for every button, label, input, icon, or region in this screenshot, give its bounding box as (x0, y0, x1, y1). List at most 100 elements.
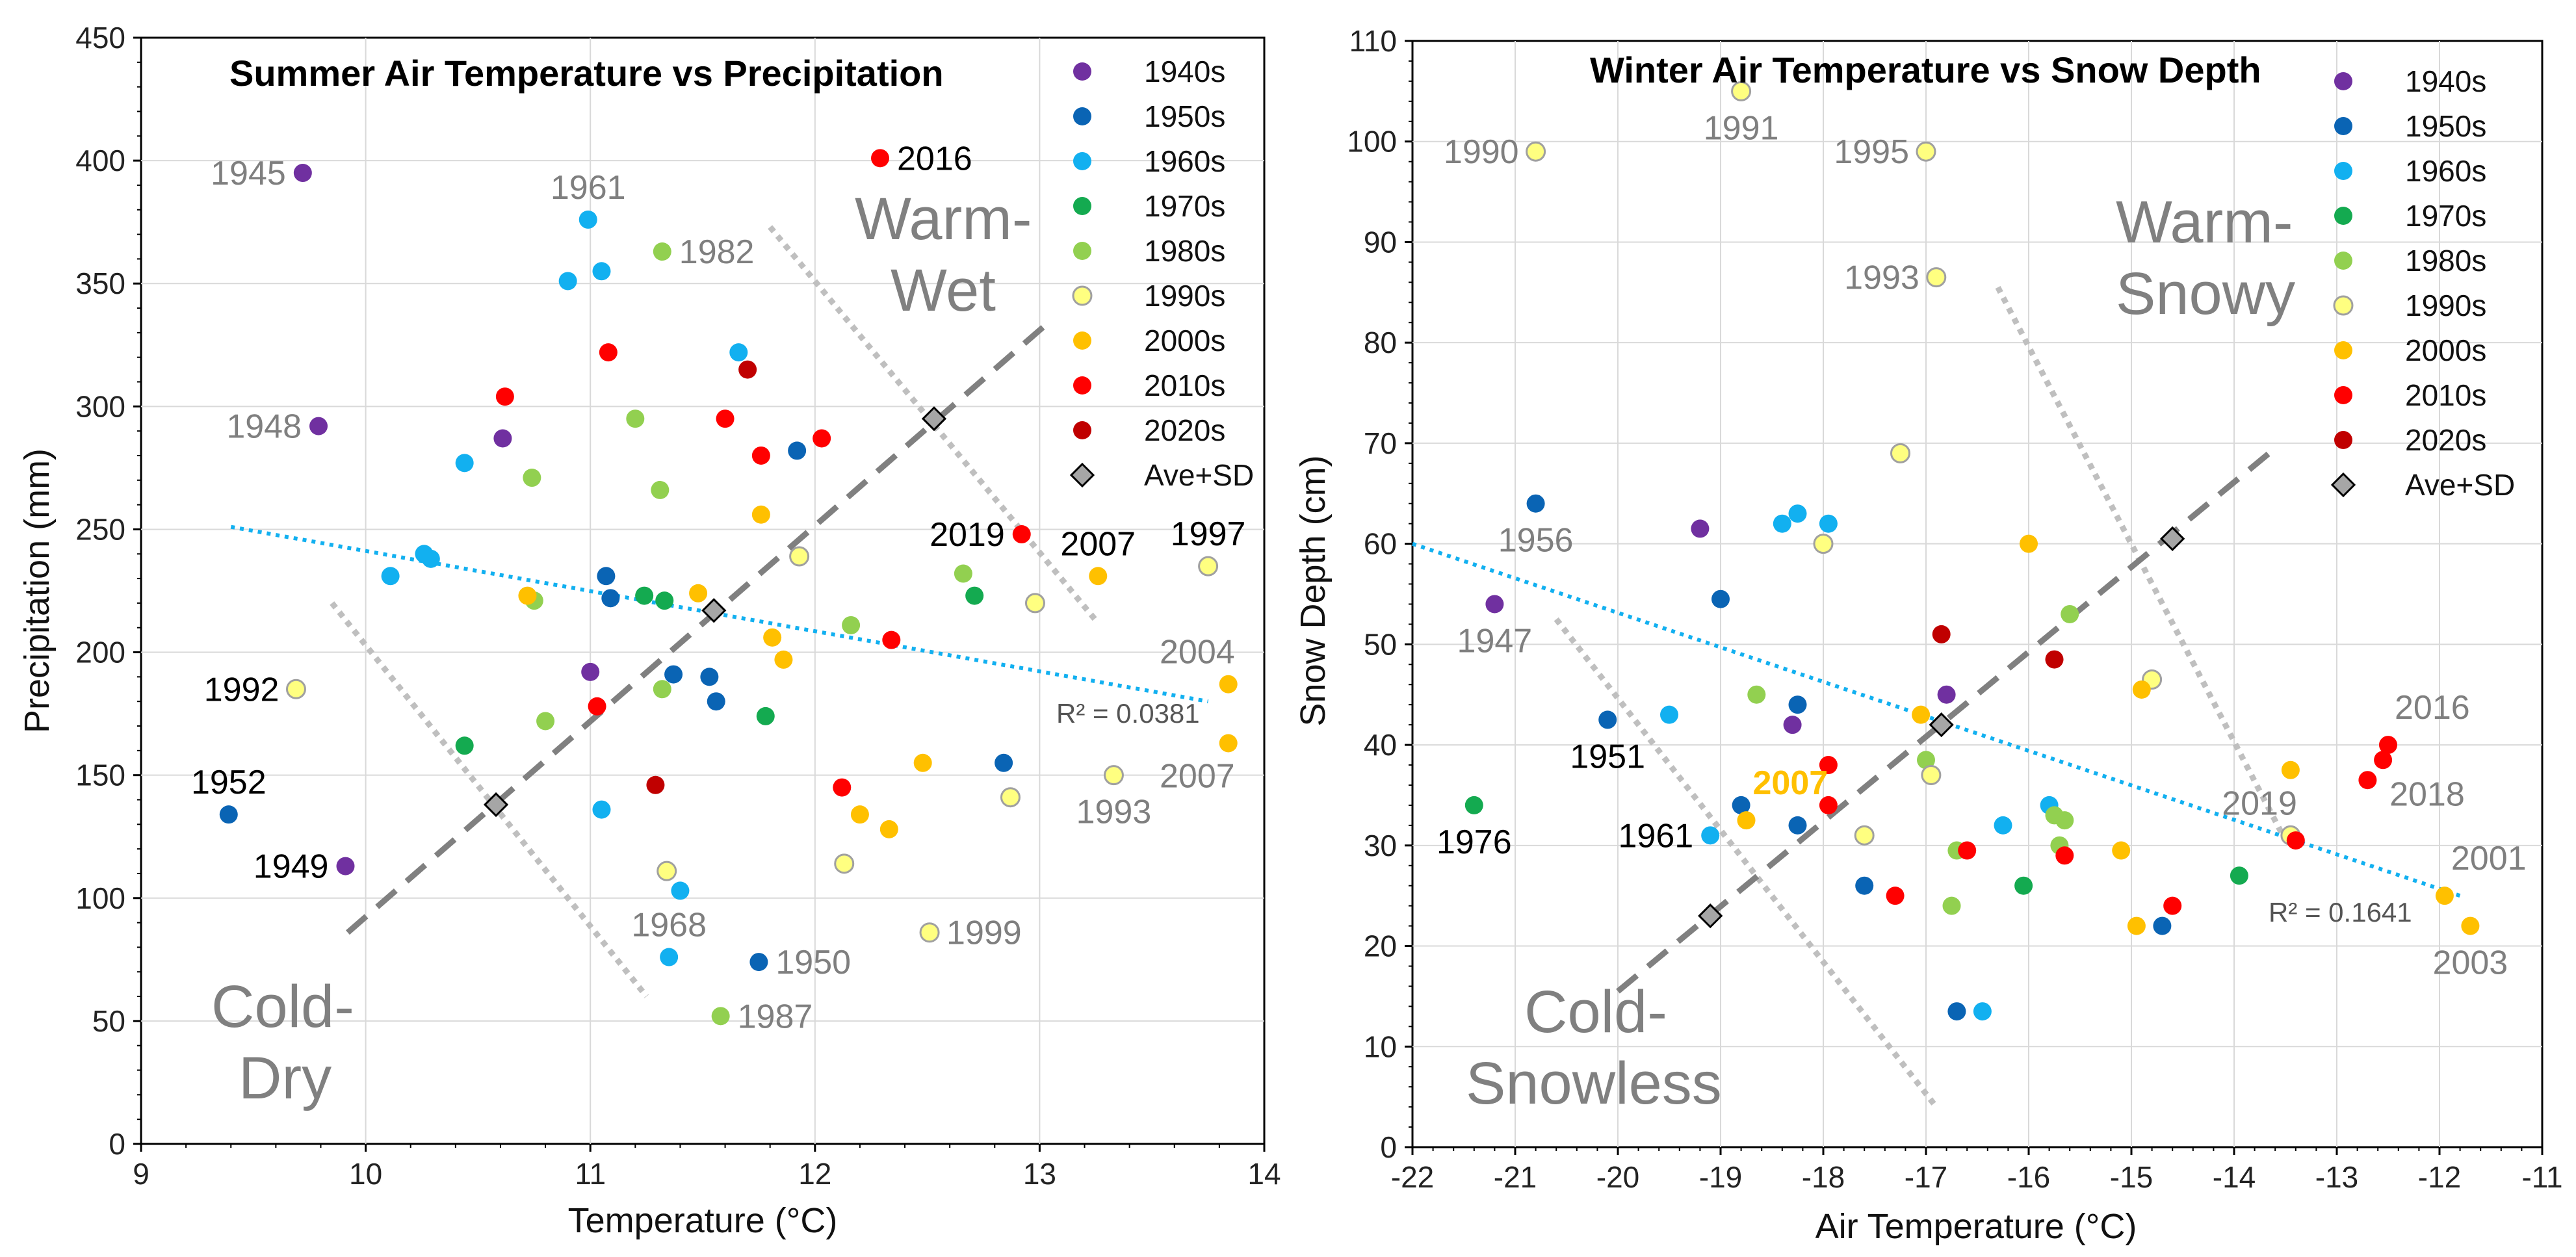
winter-ave-sd-marker (1698, 903, 1723, 929)
winter-xtick-label: -17 (1905, 1160, 1947, 1194)
winter-year-label: 2016 (2395, 689, 2470, 727)
winter-point-1950s (2153, 916, 2172, 935)
summer-point-2010s (882, 630, 901, 649)
winter-legend-swatch (2334, 162, 2352, 180)
summer-legend-swatch (1073, 331, 1091, 350)
winter-point-1950s (1526, 494, 1545, 513)
summer-legend-label: 1970s (1144, 189, 1225, 223)
winter-ytick-label: 50 (1364, 627, 1397, 661)
winter-point-1990s (1916, 141, 1936, 162)
summer-legend-label: 1990s (1144, 279, 1225, 313)
winter-year-label: 1961 (1619, 817, 1694, 855)
summer-legend-swatch (1073, 421, 1091, 439)
summer-year-label: 2019 (930, 516, 1005, 554)
winter-year-label: 2001 (2451, 840, 2527, 877)
summer-point-1950s (700, 667, 719, 686)
winter-point-2000s (2132, 680, 2151, 699)
winter-legend-label: 1950s (2405, 109, 2486, 143)
winter-point-2010s (2163, 896, 2182, 915)
summer-ticks: 9 10 11 12 13 14 0 50 100 150 200 250 300 350 400 450 (75, 21, 1281, 1191)
winter-point-1950s (1788, 695, 1807, 714)
winter-point-2000s (2127, 916, 2146, 935)
summer-point-1980s (954, 564, 972, 583)
summer-legend-swatch (1073, 376, 1091, 395)
winter-legend-label: 1940s (2405, 64, 2486, 98)
winter-point-1950s (1732, 796, 1750, 814)
summer-point-1950s (749, 953, 768, 972)
summer-point-1940s (493, 429, 512, 448)
summer-point-1990s (1103, 765, 1124, 786)
summer-year-label: 1993 (1076, 794, 1152, 831)
winter-point-1990s (1731, 81, 1752, 101)
winter-point-1980s (2055, 811, 2074, 830)
winter-ytick-label: 70 (1364, 426, 1397, 460)
summer-legend: 1940s 1950s 1960s 1970s 1980s 1990s 2000s 2010s… (1069, 55, 1254, 492)
summer-year-label: 2016 (897, 140, 972, 177)
summer-legend-label: 2010s (1144, 369, 1225, 402)
winter-ytick-label: 100 (1347, 125, 1397, 159)
summer-legend-label: 1950s (1144, 99, 1225, 133)
summer-point-1960s (671, 881, 690, 900)
summer-annotations: 1945 1948 1961 1982 2016 2019 2007 1997 1992 1952… (191, 140, 1246, 1035)
winter-ave-sd-marker (2160, 526, 2185, 552)
winter-point-1960s (1773, 514, 1791, 533)
summer-year-label: 1982 (679, 233, 755, 271)
summer-quadrant-divider (768, 225, 1099, 623)
summer-legend-label: 1940s (1144, 55, 1225, 88)
winter-ytick-label: 90 (1364, 225, 1397, 259)
summer-ave-sd-marker (921, 406, 947, 432)
summer-point-2000s (879, 820, 898, 838)
winter-year-label: 2003 (2433, 944, 2508, 982)
summer-ytick-label: 0 (109, 1127, 125, 1161)
winter-point-1940s (1783, 716, 1802, 734)
winter-legend-label: 1970s (2405, 199, 2486, 233)
winter-point-1980s (2061, 604, 2079, 623)
winter-point-1980s (1917, 751, 1935, 770)
summer-point-1950s (788, 441, 807, 460)
summer-legend-swatch (1073, 62, 1091, 81)
summer-point-1970s (655, 591, 674, 610)
winter-point-2020s (1932, 625, 1951, 643)
summer-point-1940s (309, 417, 328, 435)
winter-plot-area (1411, 40, 2543, 1148)
winter-point-1950s (1711, 590, 1730, 608)
winter-point-1990s (1921, 765, 1942, 786)
winter-year-label: 1995 (1834, 133, 1909, 171)
summer-point-1950s (995, 753, 1013, 772)
winter-year-label: 1951 (1570, 738, 1645, 775)
winter-quadrant-divider (1995, 286, 2288, 842)
winter-ytick-label: 40 (1364, 728, 1397, 762)
summer-point-2020s (646, 775, 665, 794)
winter-legend-swatch (2334, 72, 2352, 90)
winter-legend-swatch (2334, 341, 2352, 359)
summer-point-1940s (293, 164, 312, 183)
winter-point-2000s (2435, 887, 2454, 905)
summer-quadrant-warm-line1: Warm- (855, 186, 1032, 252)
summer-point-1990s (285, 679, 306, 699)
summer-legend-swatch (1073, 152, 1091, 170)
summer-point-1980s (653, 242, 671, 261)
winter-point-1940s (1485, 595, 1504, 614)
winter-point-1950s (1855, 876, 1874, 895)
summer-year-label: 2004 (1160, 634, 1235, 671)
summer-xtick-label: 11 (575, 1157, 606, 1191)
winter-quadrant-cold-line2: Snowless (1466, 1050, 1722, 1117)
winter-point-1970s (1464, 796, 1483, 814)
summer-ytick-label: 300 (75, 389, 125, 423)
winter-point-1970s (2230, 866, 2248, 885)
summer-year-label: 1945 (211, 155, 286, 192)
summer-xtick-label: 13 (1023, 1157, 1056, 1191)
summer-point-1960s (558, 272, 577, 291)
summer-year-label: 1992 (204, 671, 280, 708)
winter-legend-swatch (2333, 295, 2354, 316)
summer-point-1980s (651, 480, 670, 499)
winter-legend-label: 1990s (2405, 289, 2486, 322)
summer-ytick-label: 200 (75, 636, 125, 669)
winter-legend-swatch (2334, 386, 2352, 404)
summer-ave-sd-marker (701, 598, 727, 623)
winter-point-2000s (2281, 760, 2300, 779)
winter-point-2000s (1737, 811, 1756, 830)
winter-point-2010s (2358, 771, 2377, 790)
summer-point-2010s (833, 778, 852, 797)
